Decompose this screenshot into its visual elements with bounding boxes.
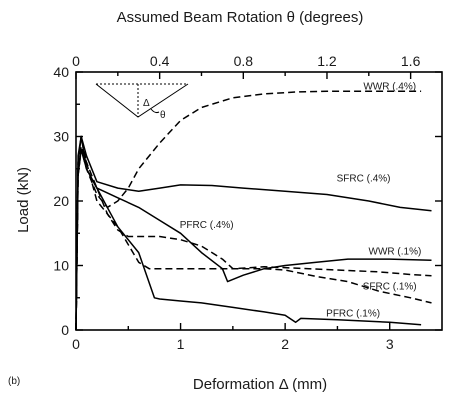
y-axis-title: Load (kN)	[15, 167, 32, 233]
inset-delta-label: Δ	[143, 98, 150, 109]
x-tick-label: 1	[177, 336, 185, 352]
series-line-pfrc-1	[75, 135, 422, 331]
y-tick-label: 30	[53, 129, 69, 145]
beam-rotation-inset: Δθ	[95, 83, 189, 121]
top-tick-label: 0.4	[150, 53, 170, 69]
y-tick-label: 10	[53, 258, 69, 274]
inset-theta-label: θ	[160, 110, 166, 121]
x-tick-label: 3	[386, 336, 394, 352]
series-line-pfrc-4	[75, 145, 432, 331]
inset-deflected-beam	[95, 83, 189, 118]
series-label-pfrc-4: PFRC (.4%)	[180, 220, 234, 231]
top-axis-title: Assumed Beam Rotation θ (degrees)	[117, 9, 364, 26]
y-tick-label: 20	[53, 193, 69, 209]
series-line-sfrc-4	[75, 135, 432, 331]
inset-angle-arc	[150, 108, 160, 114]
series-line-sfrc-1	[75, 135, 432, 331]
x-tick-label: 0	[72, 336, 80, 352]
top-tick-label: 1.2	[317, 53, 337, 69]
x-tick-label: 2	[281, 336, 289, 352]
series-label-pfrc-1: PFRC (.1%)	[326, 308, 380, 319]
series-line-wwr-4	[75, 90, 422, 331]
series-label-sfrc-1: SFRC (.1%)	[363, 281, 417, 292]
labels: Assumed Beam Rotation θ (degrees) Deform…	[8, 9, 363, 393]
panel-label: (b)	[8, 376, 20, 387]
curves: WWR (.4%) SFRC (.4%) PFRC (.4%) WWR (.1%) SF…	[75, 81, 432, 331]
y-tick-label: 40	[53, 64, 69, 80]
top-tick-label: 0	[72, 53, 80, 69]
series-label-wwr-1: WWR (.1%)	[369, 247, 422, 258]
series-label-wwr-4: WWR (.4%)	[363, 81, 416, 92]
top-tick-label: 1.6	[401, 53, 421, 69]
x-axis-title: Deformation Δ (mm)	[193, 376, 327, 393]
y-tick-label: 0	[61, 322, 69, 338]
series-label-sfrc-4: SFRC (.4%)	[337, 174, 391, 185]
top-tick-label: 0.8	[234, 53, 254, 69]
